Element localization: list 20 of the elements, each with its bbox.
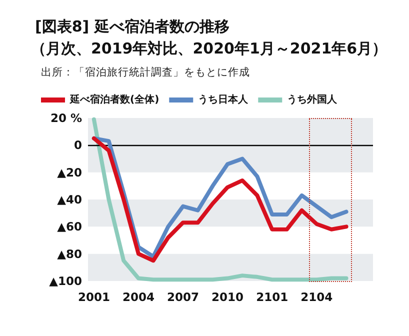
- x-tick-label: 2001: [78, 290, 110, 304]
- y-tick-label: ▲100: [49, 274, 82, 288]
- chart-subtitle: （月次、2019年対比、2020年1月～2021年6月）: [31, 40, 388, 58]
- text: 出所：「宿泊旅行統計調査」をもとに作成: [41, 66, 250, 78]
- x-tick-label: 2007: [166, 290, 200, 304]
- x-tick-label: 2010: [212, 290, 244, 304]
- legend-label: うち日本人: [198, 94, 250, 106]
- y-tick-label: ▲60: [57, 220, 82, 234]
- y-tick-label: ▲40: [57, 192, 82, 206]
- line-series: [92, 117, 348, 282]
- y-tick-label: 0: [74, 138, 82, 152]
- x-tick-label: 2101: [256, 290, 288, 304]
- y-tick-label: ▲80: [57, 246, 82, 261]
- legend-label: 延べ宿泊者数(全体): [69, 94, 160, 106]
- legend-label: うち外国人: [287, 94, 338, 106]
- y-tick-label: 20 %: [50, 111, 82, 125]
- y-tick-label: ▲20: [57, 165, 82, 180]
- x-tick-label: 2004: [122, 290, 154, 304]
- chart-title: [図表8] 延べ宿泊者数の推移: [35, 18, 230, 36]
- x-tick-label: 2104: [300, 290, 333, 304]
